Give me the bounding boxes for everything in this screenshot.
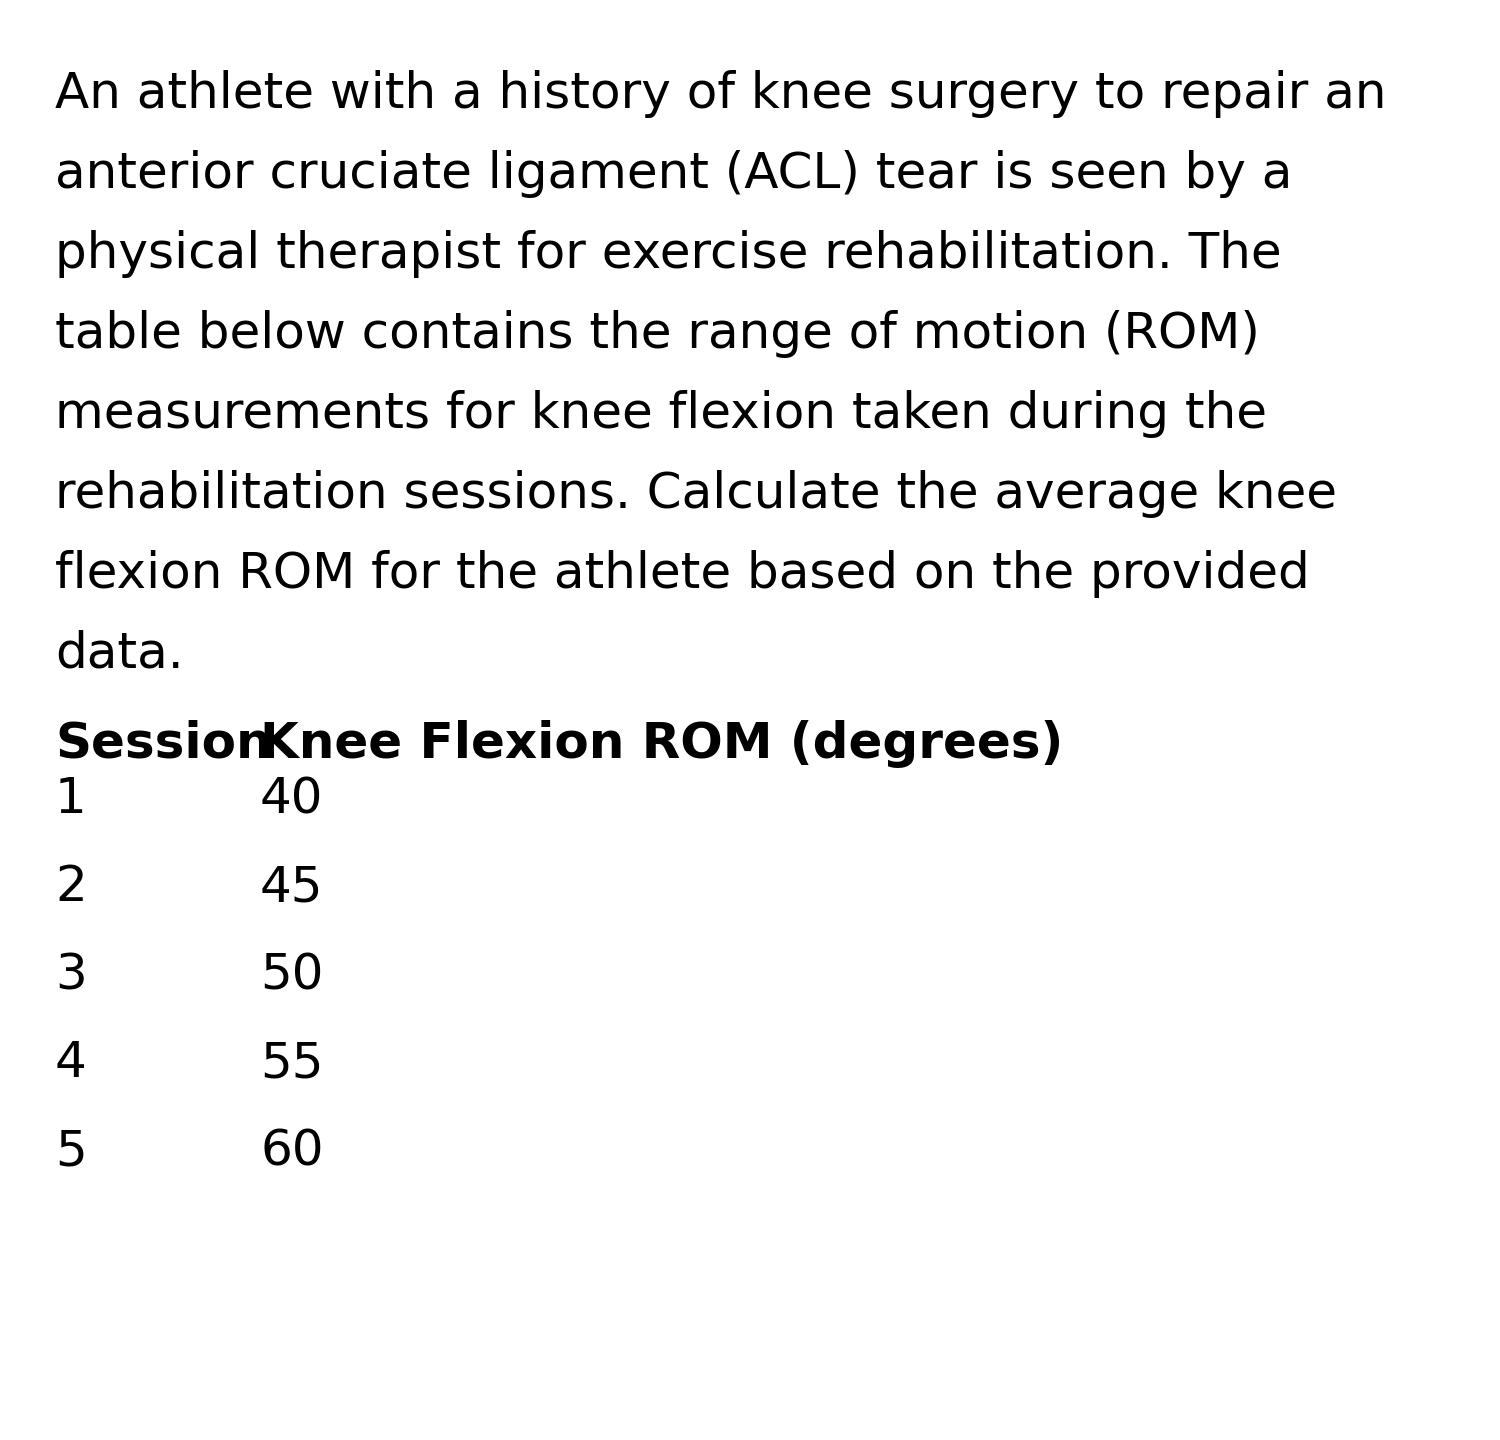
Text: Knee Flexion ROM (degrees): Knee Flexion ROM (degrees) <box>260 720 1064 768</box>
Text: flexion ROM for the athlete based on the provided: flexion ROM for the athlete based on the… <box>56 550 1310 598</box>
Text: 3: 3 <box>56 950 87 999</box>
Text: anterior cruciate ligament (ACL) tear is seen by a: anterior cruciate ligament (ACL) tear is… <box>56 150 1293 197</box>
Text: 1: 1 <box>56 775 87 824</box>
Text: rehabilitation sessions. Calculate the average knee: rehabilitation sessions. Calculate the a… <box>56 469 1336 518</box>
Text: table below contains the range of motion (ROM): table below contains the range of motion… <box>56 310 1260 359</box>
Text: physical therapist for exercise rehabilitation. The: physical therapist for exercise rehabili… <box>56 230 1281 278</box>
Text: 45: 45 <box>260 863 324 912</box>
Text: 50: 50 <box>260 950 324 999</box>
Text: 40: 40 <box>260 775 324 824</box>
Text: 4: 4 <box>56 1040 87 1087</box>
Text: data.: data. <box>56 631 183 678</box>
Text: Session: Session <box>56 720 272 768</box>
Text: 60: 60 <box>260 1128 324 1175</box>
Text: 55: 55 <box>260 1040 324 1087</box>
Text: measurements for knee flexion taken during the: measurements for knee flexion taken duri… <box>56 390 1268 438</box>
Text: An athlete with a history of knee surgery to repair an: An athlete with a history of knee surger… <box>56 71 1386 118</box>
Text: 5: 5 <box>56 1128 87 1175</box>
Text: 2: 2 <box>56 863 87 912</box>
